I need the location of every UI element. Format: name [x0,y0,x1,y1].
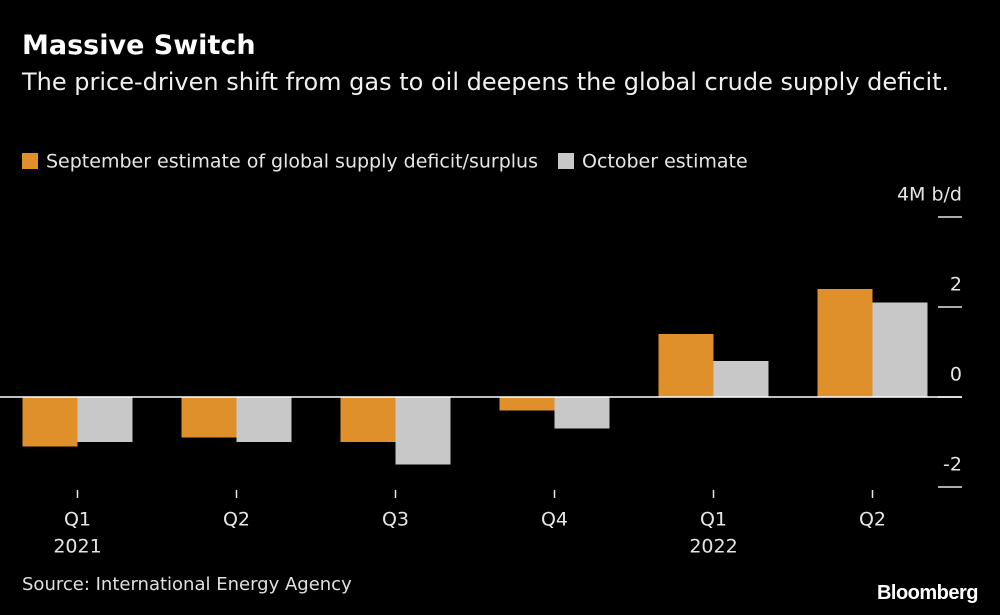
y-tick-label: 2 [950,274,962,296]
x-tick-label: Q3 [382,509,409,531]
y-tick-label: 0 [950,364,962,386]
bar [713,361,769,397]
legend-swatch [558,153,574,169]
x-tick-label: Q2 [859,509,886,531]
chart-title: Massive Switch [22,30,256,61]
bar [817,289,873,397]
y-tick-label: -2 [943,454,962,476]
bar [658,334,714,397]
y-tick-label: 4M b/d [897,184,962,206]
bar [554,397,610,429]
source-note: Source: International Energy Agency [22,574,352,595]
legend-label: October estimate [582,151,748,173]
x-tick-label: Q1 [64,509,91,531]
bar [340,397,396,442]
bar [236,397,292,442]
chart-subtitle: The price-driven shift from gas to oil d… [22,68,950,96]
legend-label: September estimate of global supply defi… [46,151,538,173]
x-tick-label: Q2 [223,509,250,531]
x-tick-label: Q4 [541,509,568,531]
brand-logo: Bloomberg [876,582,979,604]
bar [499,397,555,411]
bar [395,397,451,465]
bar [872,302,928,397]
x-year-label: 2022 [689,536,737,558]
x-tick-label: Q1 [700,509,727,531]
bar [22,397,78,447]
x-year-label: 2021 [53,536,101,558]
legend-swatch [22,153,38,169]
bar [77,397,133,442]
bar [181,397,237,438]
